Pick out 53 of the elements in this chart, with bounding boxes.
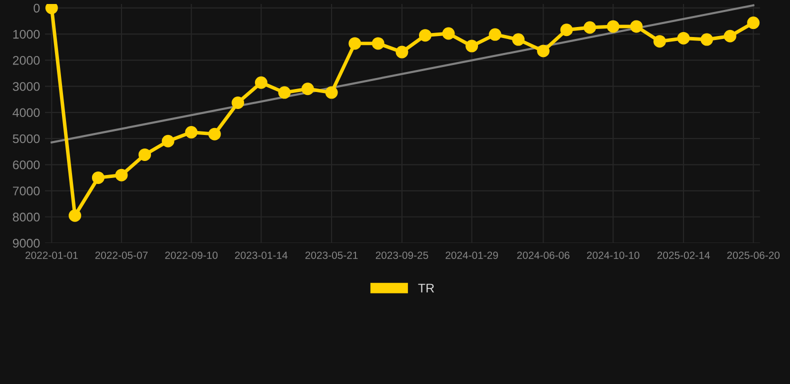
y-tick-label: 9000	[12, 238, 40, 248]
point	[488, 28, 502, 41]
point	[418, 29, 432, 42]
point	[208, 128, 221, 140]
point	[466, 40, 478, 52]
point	[584, 21, 596, 34]
point	[254, 76, 268, 89]
point	[301, 82, 314, 96]
point	[115, 168, 128, 182]
point	[278, 86, 291, 99]
x-tick-label: 2025-06-20	[727, 252, 780, 259]
point	[677, 32, 690, 44]
point	[606, 20, 620, 33]
y-tick-label: 0	[34, 4, 40, 13]
x-tick-label: 2024-10-10	[587, 252, 640, 259]
x-tick-label: 2023-05-21	[305, 252, 358, 259]
point	[442, 27, 455, 40]
point	[372, 37, 384, 50]
point	[724, 30, 736, 42]
x-tick-label: 2024-06-06	[517, 252, 570, 259]
x-tick-label: 2024-01-29	[446, 252, 498, 259]
x-tick-label: 2023-09-25	[376, 252, 428, 259]
point	[138, 148, 152, 161]
point	[396, 46, 408, 58]
y-tick-label: 1000	[13, 30, 40, 39]
point	[653, 35, 666, 48]
y-tick-label: 5000	[12, 134, 40, 144]
y-tick-label: 3000	[12, 82, 40, 91]
point	[325, 86, 338, 99]
x-tick-label: 2022-09-10	[165, 252, 218, 259]
point	[560, 24, 573, 36]
x-tick-label: 2022-05-07	[95, 252, 148, 259]
point	[348, 37, 362, 50]
legend-label: TR	[418, 284, 434, 292]
y-tick-label: 2000	[12, 56, 40, 65]
point	[162, 134, 174, 148]
point	[232, 96, 244, 109]
y-tick-label: 4000	[12, 108, 40, 118]
point	[700, 33, 714, 46]
point	[747, 16, 760, 30]
x-tick-label: 2022-01-01	[26, 252, 78, 259]
y-tick-label: 8000	[12, 212, 40, 222]
point	[45, 4, 58, 14]
y-tick-label: 7000	[12, 186, 40, 196]
point	[92, 171, 104, 184]
x-tick-label: 2023-01-14	[235, 252, 288, 259]
point	[185, 126, 198, 138]
x-tick-label: 2025-02-14	[657, 252, 710, 259]
y-tick-label: 6000	[12, 160, 40, 170]
point	[512, 33, 525, 46]
point	[630, 20, 643, 33]
point	[537, 44, 550, 58]
point	[68, 209, 82, 222]
